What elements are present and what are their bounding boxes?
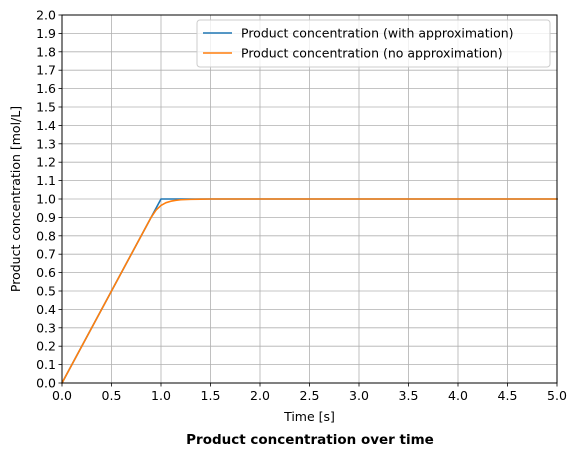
y-axis-label: Product concentration [mol/L] (8, 106, 23, 292)
y-tick-label: 1.1 (36, 173, 56, 188)
y-tick-label: 1.9 (36, 26, 56, 41)
x-axis-label: Time [s] (283, 409, 335, 424)
y-tick-label: 0.5 (36, 284, 56, 299)
x-tick-label: 2.5 (300, 388, 320, 403)
x-tick-label: 3.0 (349, 388, 369, 403)
chart-title: Product concentration over time (186, 432, 434, 448)
y-tick-label: 1.2 (36, 155, 56, 170)
x-tick-label: 0.5 (102, 388, 122, 403)
y-tick-label: 0.2 (36, 339, 56, 354)
y-tick-label: 0.7 (36, 247, 56, 262)
y-tick-label: 1.0 (36, 192, 56, 207)
series-line-no-approximation (60, 198, 558, 385)
legend-box (196, 19, 551, 68)
x-tick-label: 0.0 (52, 388, 72, 403)
y-tick-label: 0.3 (36, 320, 56, 335)
legend-label-no-approximation: Product concentration (no approximation) (241, 46, 503, 61)
x-tick-label: 1.5 (201, 388, 221, 403)
x-tick-label: 2.0 (250, 388, 270, 403)
x-tick-label: 3.5 (399, 388, 419, 403)
x-tick-label: 1.0 (151, 388, 171, 403)
ticks: 0.0 0.5 1.0 1.5 2.0 2.5 3.0 3.5 4.0 4.5 5.0 0.0 0.1 0… (36, 8, 567, 404)
legend: Product concentration (with approximatio… (196, 19, 551, 68)
y-tick-label: 1.3 (36, 136, 56, 151)
y-tick-label: 1.8 (36, 44, 56, 59)
series-layer (60, 198, 558, 385)
y-tick-label: 0.1 (36, 357, 56, 372)
y-tick-label: 1.6 (36, 81, 56, 96)
y-tick-label: 1.4 (36, 118, 56, 133)
y-tick-label: 2.0 (36, 8, 56, 23)
y-tick-label: 1.5 (36, 100, 56, 115)
y-tick-label: 0.4 (36, 302, 56, 317)
x-tick-label: 4.0 (448, 388, 468, 403)
x-tick-label: 5.0 (547, 388, 567, 403)
legend-label-with-approximation: Product concentration (with approximatio… (241, 26, 514, 41)
y-tick-label: 0.0 (36, 376, 56, 391)
y-tick-label: 0.8 (36, 228, 56, 243)
y-tick-label: 0.9 (36, 210, 56, 225)
y-tick-label: 1.7 (36, 63, 56, 78)
x-tick-label: 4.5 (498, 388, 518, 403)
y-tick-label: 0.6 (36, 265, 56, 280)
